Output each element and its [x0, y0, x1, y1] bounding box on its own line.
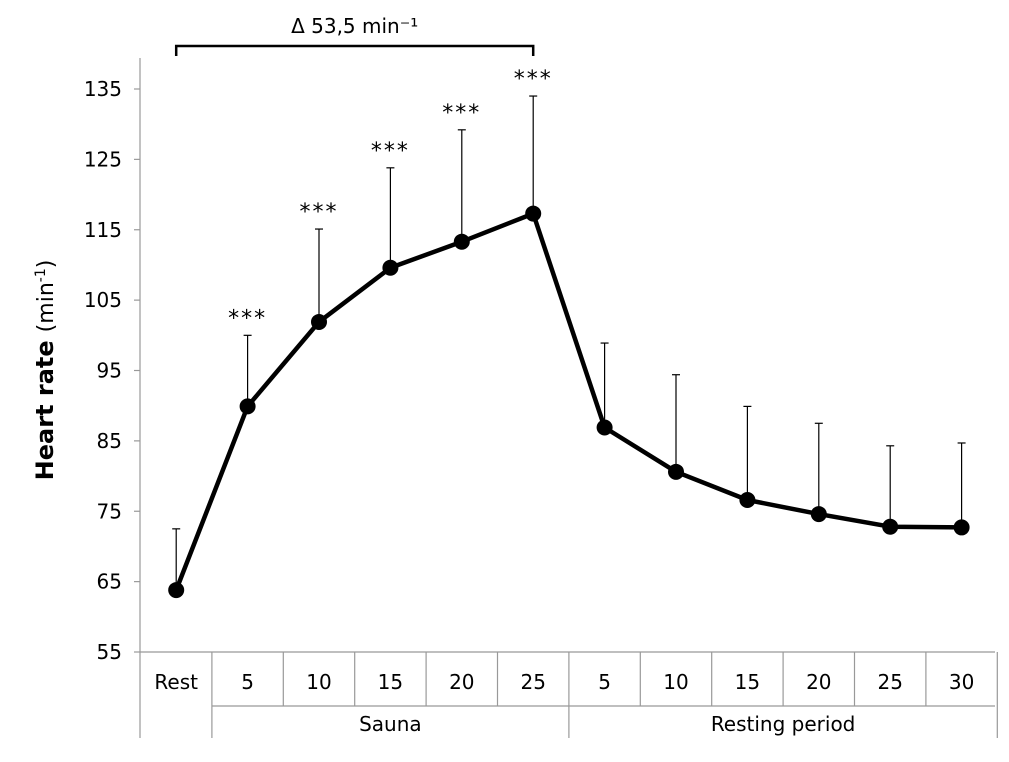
category-axis: Rest 5 10 15 20 25 5 10 15 20 25 30 Sauna Resting per… — [140, 651, 998, 738]
y-tick-label: 105 — [84, 288, 122, 312]
y-tick-label: 115 — [84, 218, 122, 242]
data-point — [810, 506, 827, 523]
y-tick-label: 95 — [97, 359, 122, 383]
axes: 55 65 75 85 95 105 115 125 135 — [84, 58, 141, 738]
x-tick-label: 15 — [735, 670, 760, 694]
data-point — [453, 233, 470, 250]
significance-markers: *** *** *** *** *** — [228, 67, 553, 331]
data-point — [382, 259, 399, 276]
x-tick-label: 5 — [241, 670, 254, 694]
y-tick-label: 85 — [97, 429, 122, 453]
data-point — [668, 463, 684, 480]
significance-label: *** — [371, 139, 410, 164]
delta-annotation: Δ 53,5 min⁻¹ — [174, 14, 535, 56]
x-tick-label: 15 — [378, 670, 403, 694]
delta-label: Δ 53,5 min⁻¹ — [291, 14, 418, 38]
data-point — [882, 518, 899, 535]
y-tick-label: 125 — [84, 147, 122, 171]
x-tick-label: 10 — [306, 670, 331, 694]
x-tick-label: 20 — [806, 670, 831, 694]
series-line — [174, 211, 962, 591]
data-point — [739, 491, 756, 508]
significance-label: *** — [300, 200, 339, 225]
significance-label: *** — [442, 101, 481, 126]
y-tick-label: 75 — [97, 499, 122, 523]
y-tick-label: 55 — [97, 640, 122, 664]
data-point — [168, 582, 185, 599]
x-tick-label: 30 — [949, 670, 974, 694]
x-tick-label: 20 — [449, 670, 474, 694]
x-group-label: Sauna — [359, 712, 422, 736]
y-tick-label: 65 — [97, 570, 122, 594]
data-point — [596, 419, 613, 436]
y-axis-title-unit: (min-1) — [33, 260, 59, 333]
x-tick-label: 5 — [598, 670, 611, 694]
y-tick-label: 135 — [84, 77, 122, 101]
data-points — [168, 205, 970, 599]
significance-label: *** — [228, 306, 267, 331]
data-point — [311, 313, 327, 330]
x-group-label: Resting period — [711, 712, 856, 736]
data-point — [525, 205, 542, 222]
x-tick-label: 10 — [663, 670, 688, 694]
x-tick-label: 25 — [520, 670, 545, 694]
delta-bracket — [174, 44, 535, 56]
x-tick-label: Rest — [154, 670, 198, 694]
error-bars — [172, 95, 966, 591]
y-axis-label: Heart rate (min-1) — [31, 260, 59, 481]
y-axis-title-main: Heart rate — [31, 340, 59, 480]
data-point — [239, 398, 256, 415]
y-axis-title: Heart rate (min-1) — [31, 260, 59, 481]
x-tick-label: 25 — [877, 670, 902, 694]
significance-label: *** — [514, 67, 553, 92]
series-polyline — [174, 211, 962, 591]
data-point — [953, 519, 970, 536]
